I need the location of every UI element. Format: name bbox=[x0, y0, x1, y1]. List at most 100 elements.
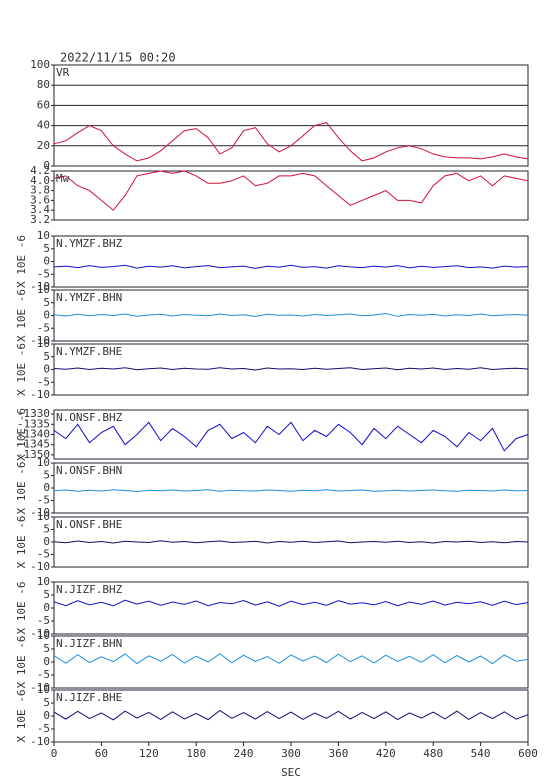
y-tick-label: 0 bbox=[43, 535, 50, 548]
y-axis-label: X 10E -6 bbox=[15, 636, 28, 689]
trace-label: N.YMZF.BHE bbox=[56, 345, 122, 358]
y-tick-label: -10 bbox=[30, 280, 50, 293]
x-tick-label: 60 bbox=[95, 747, 108, 760]
y-tick-label: 20 bbox=[37, 139, 50, 152]
y-tick-label: 10 bbox=[37, 337, 50, 350]
y-tick-label: -5 bbox=[37, 494, 50, 507]
y-axis-label: X 10E -6 bbox=[15, 343, 28, 396]
y-tick-label: 0 bbox=[43, 309, 50, 322]
y-tick-label: -10 bbox=[30, 627, 50, 640]
trace-label: VR bbox=[56, 66, 70, 79]
y-axis-label: X 10E -6 bbox=[15, 408, 28, 461]
trace bbox=[53, 709, 529, 721]
trace-label: N.JIZF.BHN bbox=[56, 637, 122, 650]
panel-frame bbox=[53, 64, 529, 167]
x-axis-label: SEC bbox=[281, 766, 301, 779]
y-tick-label: 100 bbox=[30, 58, 50, 71]
y-tick-label: 3.2 bbox=[30, 213, 50, 226]
x-tick-label: 360 bbox=[328, 747, 348, 760]
y-tick-label: -5 bbox=[37, 722, 50, 735]
x-tick-label: 540 bbox=[471, 747, 491, 760]
y-tick-label: -5 bbox=[37, 267, 50, 280]
y-tick-label: 0 bbox=[43, 709, 50, 722]
y-axis-label: X 10E -6 bbox=[15, 516, 28, 569]
y-tick-label: 3.6 bbox=[30, 193, 50, 206]
y-tick-label: -10 bbox=[30, 506, 50, 519]
trace bbox=[53, 122, 529, 162]
y-axis-label: X 10E -6 bbox=[15, 462, 28, 515]
trace-label: N.YMZF.BHZ bbox=[56, 237, 123, 250]
x-tick-label: 120 bbox=[139, 747, 159, 760]
y-tick-label: 10 bbox=[37, 510, 50, 523]
y-tick-label: -10 bbox=[30, 735, 50, 748]
panel-frame bbox=[53, 635, 529, 689]
y-tick-label: 5 bbox=[43, 588, 50, 601]
panel-frame bbox=[53, 462, 529, 514]
x-tick-label: 480 bbox=[423, 747, 443, 760]
y-tick-label: -10 bbox=[30, 681, 50, 694]
y-tick-label: 10 bbox=[37, 629, 50, 642]
y-tick-label: 10 bbox=[37, 575, 50, 588]
trace-label: N.ONSF.BHZ bbox=[56, 411, 123, 424]
trace-label: N.ONSF.BHN bbox=[56, 464, 122, 477]
y-tick-label: -1335 bbox=[17, 417, 50, 430]
y-tick-label: 0 bbox=[43, 255, 50, 268]
chart-title: 2022/11/15 00:20 bbox=[60, 51, 176, 65]
trace bbox=[53, 264, 529, 269]
y-tick-label: 3.8 bbox=[30, 184, 50, 197]
panel-frame bbox=[53, 581, 529, 635]
y-tick-label: -10 bbox=[30, 388, 50, 401]
y-tick-label: -5 bbox=[37, 548, 50, 561]
y-tick-label: -5 bbox=[37, 614, 50, 627]
panel-frame bbox=[53, 409, 529, 460]
trace bbox=[53, 489, 529, 493]
trace-label: N.JIZF.BHE bbox=[56, 691, 122, 704]
y-tick-label: -5 bbox=[37, 668, 50, 681]
trace-label: Mw bbox=[56, 172, 70, 185]
y-tick-label: 4.2 bbox=[30, 164, 50, 177]
x-tick-label: 420 bbox=[376, 747, 396, 760]
y-tick-label: -1350 bbox=[17, 448, 50, 461]
y-axis-label: X 10E -6 bbox=[15, 582, 28, 635]
trace bbox=[53, 421, 529, 452]
y-tick-label: -1345 bbox=[17, 438, 50, 451]
y-tick-label: -10 bbox=[30, 334, 50, 347]
x-tick-label: 240 bbox=[234, 747, 254, 760]
y-tick-label: 5 bbox=[43, 242, 50, 255]
y-tick-label: 10 bbox=[37, 683, 50, 696]
x-tick-label: 0 bbox=[51, 747, 58, 760]
y-tick-label: 0 bbox=[43, 363, 50, 376]
y-axis-label: X 10E -6 bbox=[15, 289, 28, 342]
y-tick-label: 5 bbox=[43, 469, 50, 482]
y-axis-label: X 10E -6 bbox=[15, 690, 28, 743]
trace bbox=[53, 540, 529, 544]
y-tick-label: 40 bbox=[37, 119, 50, 132]
trace bbox=[53, 653, 529, 665]
panel-frame bbox=[53, 689, 529, 743]
y-tick-label: -5 bbox=[37, 321, 50, 334]
y-tick-label: 80 bbox=[37, 78, 50, 91]
y-tick-label: 10 bbox=[37, 229, 50, 242]
panel-frame bbox=[53, 235, 529, 288]
trace bbox=[53, 312, 529, 318]
y-tick-label: -1340 bbox=[17, 428, 50, 441]
y-tick-label: 10 bbox=[37, 283, 50, 296]
trace-label: N.ONSF.BHE bbox=[56, 518, 122, 531]
y-tick-label: 60 bbox=[37, 98, 50, 111]
y-tick-label: 10 bbox=[37, 456, 50, 469]
trace-label: N.JIZF.BHZ bbox=[56, 583, 123, 596]
panel-frame bbox=[53, 343, 529, 396]
y-tick-label: 0 bbox=[43, 655, 50, 668]
trace-label: N.YMZF.BHN bbox=[56, 291, 122, 304]
y-tick-label: -5 bbox=[37, 375, 50, 388]
y-tick-label: 0 bbox=[43, 601, 50, 614]
trace bbox=[53, 599, 529, 607]
y-tick-label: 0 bbox=[43, 481, 50, 494]
x-tick-label: 600 bbox=[518, 747, 538, 760]
panel-frame bbox=[53, 170, 529, 221]
y-tick-label: 3.4 bbox=[30, 203, 50, 216]
y-tick-label: -1330 bbox=[17, 407, 50, 420]
y-tick-label: 5 bbox=[43, 350, 50, 363]
y-tick-label: 5 bbox=[43, 296, 50, 309]
